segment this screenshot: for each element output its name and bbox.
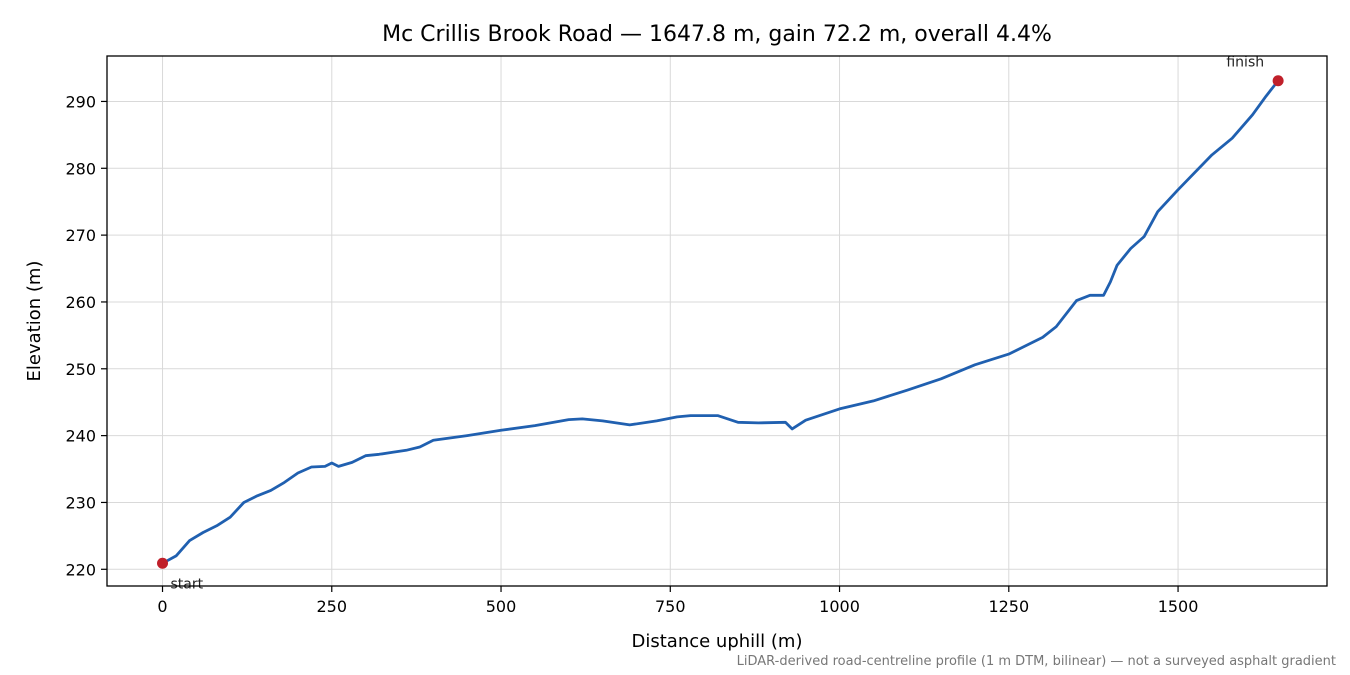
y-tick-label: 290 — [65, 92, 96, 111]
finish-annotation: finish — [1226, 55, 1264, 71]
y-tick-label: 260 — [65, 293, 96, 312]
y-tick-label: 220 — [65, 560, 96, 579]
x-tick-label: 1500 — [1158, 597, 1199, 616]
x-axis-label: Distance uphill (m) — [632, 631, 803, 652]
elevation-line — [161, 79, 1280, 565]
x-tick-label: 250 — [316, 597, 347, 616]
y-axis-label: Elevation (m) — [24, 261, 45, 382]
y-tick-label: 270 — [65, 226, 96, 245]
footnote: LiDAR-derived road-centreline profile (1… — [737, 654, 1336, 669]
start-marker — [157, 557, 169, 569]
plot-frame — [106, 55, 1328, 587]
chart-title: Mc Crillis Brook Road — 1647.8 m, gain 7… — [382, 22, 1052, 47]
y-tick-label: 240 — [65, 427, 96, 446]
y-tick-label: 230 — [65, 493, 96, 512]
y-tick-label: 250 — [65, 360, 96, 379]
x-axis-ticks: 0 250 500 750 1000 1250 1500 — [157, 586, 1198, 616]
x-tick-label: 0 — [157, 597, 167, 616]
x-tick-label: 750 — [655, 597, 686, 616]
x-tick-label: 1250 — [988, 597, 1029, 616]
x-tick-label: 1000 — [819, 597, 860, 616]
x-tick-label: 500 — [486, 597, 517, 616]
finish-marker — [1272, 75, 1284, 87]
endpoint-markers: start finish — [157, 55, 1284, 592]
y-tick-label: 280 — [65, 159, 96, 178]
y-axis-ticks: 220 230 240 250 260 270 280 290 — [65, 92, 107, 579]
grid-lines — [107, 56, 1327, 586]
start-annotation: start — [171, 576, 204, 592]
